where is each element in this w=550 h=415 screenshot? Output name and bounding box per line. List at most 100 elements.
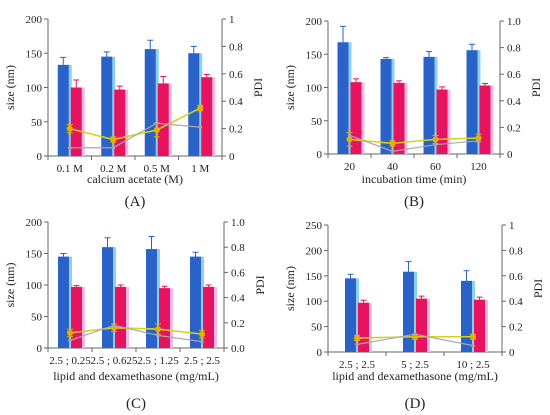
secondary-point [347, 133, 352, 138]
y2-tick-label: 0 [229, 151, 235, 163]
x-tick-label: 2.5 ; 2.5 [339, 359, 376, 371]
x-tick-label: 60 [430, 161, 442, 173]
y-tick-label: 50 [31, 312, 43, 324]
bar [203, 286, 214, 348]
y-axis-title: size (nm) [283, 266, 297, 311]
bar [71, 286, 82, 348]
bar [337, 42, 349, 154]
y2-tick-label: 0.8 [231, 242, 245, 254]
bar [436, 89, 448, 154]
y2-tick-label: 1 [229, 14, 235, 26]
y2-tick-label: 1.0 [507, 16, 521, 28]
y-tick-label: 0 [37, 343, 43, 355]
y-tick-label: 100 [306, 83, 323, 95]
y2-axis-title: PDI [251, 78, 265, 97]
y-tick-label: 250 [306, 220, 323, 232]
y-tick-label: 0 [317, 149, 323, 161]
x-tick-label: 1 M [191, 163, 209, 175]
x-tick-label: 2.5 ; 0.25 [49, 355, 91, 367]
bar [350, 82, 362, 154]
y2-tick-label: 0.4 [507, 96, 521, 108]
pdi-point [66, 125, 73, 132]
y-tick-label: 200 [26, 14, 43, 26]
bar [101, 56, 113, 156]
y-tick-label: 150 [26, 48, 43, 60]
pdi-point [475, 135, 482, 142]
pdi-point [153, 126, 160, 133]
secondary-point [433, 142, 438, 147]
bar [190, 256, 201, 348]
secondary-point [154, 121, 159, 125]
secondary-point [111, 145, 116, 150]
bar [157, 83, 169, 156]
y2-tick-label: 0 [507, 149, 513, 161]
secondary-point [200, 339, 204, 344]
pdi-point [155, 326, 161, 333]
bar [159, 288, 170, 348]
y2-tick-label: 1.0 [231, 217, 245, 229]
x-tick-label: 2.5 ; 0.625 [90, 355, 138, 367]
y-tick-label: 50 [31, 117, 43, 129]
secondary-point [476, 138, 481, 143]
pdi-point [432, 136, 439, 143]
secondary-point [198, 125, 203, 130]
y2-tick-label: 0.6 [231, 267, 245, 279]
pdi-point [470, 333, 476, 340]
bar [466, 50, 478, 155]
bar [416, 298, 427, 352]
pdi-line [69, 327, 203, 335]
bar [102, 247, 113, 348]
y-tick-label: 150 [306, 271, 323, 283]
secondary-point [112, 323, 116, 328]
pdi-point [67, 329, 73, 336]
bar [58, 256, 69, 348]
y2-tick-label: 0.2 [509, 322, 523, 334]
pdi-point [110, 136, 117, 143]
x-tick-label: 120 [470, 161, 487, 173]
bar [380, 58, 392, 154]
x-tick-label: 2.5 ; 1.25 [137, 355, 179, 367]
y2-axis-title: PDI [253, 275, 267, 294]
y-tick-label: 50 [311, 322, 323, 334]
bar [201, 77, 213, 156]
y-axis-title: size (nm) [283, 65, 297, 110]
y-tick-label: 0 [37, 151, 43, 163]
pdi-line [349, 137, 479, 145]
bar [423, 56, 435, 154]
y-tick-label: 100 [26, 280, 43, 292]
secondary-line [69, 122, 201, 149]
y2-axis-title: PDI [531, 279, 545, 298]
y-tick-label: 100 [26, 83, 43, 95]
y2-tick-label: 0.4 [231, 293, 245, 305]
secondary-point [156, 333, 160, 338]
y2-tick-label: 0 [509, 347, 515, 359]
panel-label: (A) [125, 194, 146, 210]
bar [57, 64, 69, 156]
y-tick-label: 200 [26, 217, 43, 229]
x-tick-label: 40 [387, 161, 399, 173]
pdi-point [389, 140, 396, 147]
bar [461, 280, 472, 352]
y2-tick-label: 0.6 [509, 271, 523, 283]
bar [144, 49, 156, 156]
secondary-point [471, 343, 475, 348]
bar [479, 85, 491, 154]
y-axis-title: size (nm) [3, 263, 17, 308]
y-tick-label: 0 [317, 347, 323, 359]
y2-tick-label: 0.8 [229, 41, 243, 53]
panel-label: (D) [405, 396, 426, 412]
y2-tick-label: 0.8 [509, 245, 523, 257]
secondary-line [349, 134, 479, 152]
bar [474, 299, 485, 352]
bar [114, 89, 126, 156]
y2-tick-label: 0.6 [229, 69, 243, 81]
y2-axis-title: PDI [529, 78, 543, 97]
bar [358, 302, 369, 352]
x-axis-title: calcium acetate (M) [87, 172, 183, 186]
bar [70, 87, 82, 156]
y-tick-label: 50 [311, 116, 323, 128]
panel-label: (C) [126, 396, 146, 412]
x-tick-label: 5 ; 2.5 [401, 359, 429, 371]
x-tick-label: 0.5 M [144, 163, 171, 175]
bar [188, 53, 200, 156]
